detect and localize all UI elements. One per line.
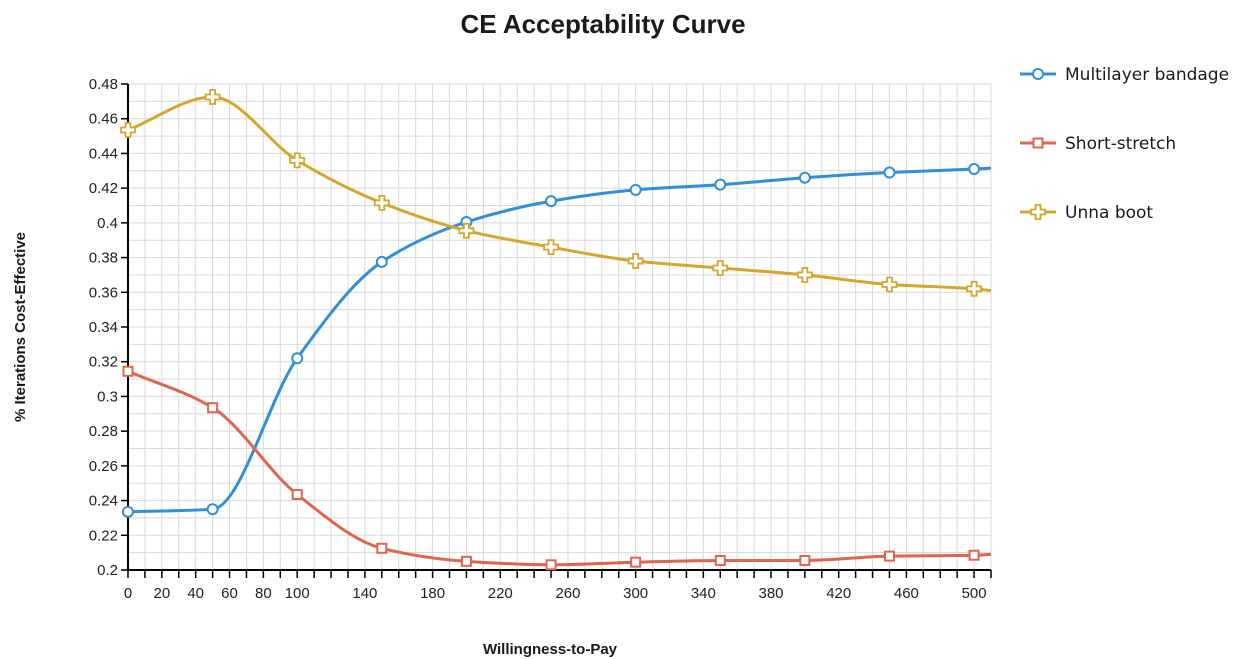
- data-point-multilayer-bandage: [122, 505, 134, 518]
- x-tick-label: 0: [124, 585, 132, 602]
- y-tick-label: 0.34: [89, 319, 118, 336]
- data-point-unna-boot: [373, 194, 390, 211]
- legend: Multilayer bandage Short-stretch Unna boot: [1020, 65, 1229, 223]
- data-point-short-stretch: [799, 554, 811, 566]
- data-point-unna-boot: [796, 267, 813, 283]
- y-tick-label: 0.3: [97, 388, 118, 405]
- data-point-short-stretch: [714, 554, 726, 566]
- x-tick-label: 80: [255, 585, 272, 602]
- y-tick-label: 0.38: [89, 250, 118, 267]
- data-point-unna-boot: [712, 260, 729, 276]
- legend-item-unna-boot: Unna boot: [1020, 203, 1153, 223]
- legend-marker-unna-boot: [1030, 204, 1046, 220]
- series-layer: [120, 89, 992, 571]
- data-point-short-stretch: [968, 549, 980, 561]
- y-tick-label: 0.32: [89, 354, 118, 371]
- y-tick-label: 0.22: [89, 527, 118, 544]
- y-tick-label: 0.42: [89, 180, 118, 197]
- y-axis-title: % Iterations Cost-Effective: [12, 232, 29, 422]
- x-tick-label: 420: [826, 585, 851, 602]
- grid: [127, 83, 992, 571]
- data-point-unna-boot: [120, 122, 136, 138]
- x-tick-label: 500: [962, 585, 987, 602]
- series-multilayer-bandage: [122, 163, 992, 518]
- data-point-unna-boot: [289, 152, 306, 169]
- y-tick-label: 0.24: [89, 493, 118, 510]
- data-point-multilayer-bandage: [545, 195, 558, 208]
- data-point-unna-boot: [966, 280, 982, 297]
- data-point-short-stretch: [630, 556, 642, 568]
- x-tick-label: 100: [285, 585, 310, 602]
- data-point-unna-boot: [458, 222, 475, 239]
- data-point-short-stretch: [545, 559, 557, 571]
- data-point-multilayer-bandage: [798, 171, 811, 184]
- data-point-multilayer-bandage: [968, 163, 981, 176]
- x-tick-label: 220: [488, 585, 513, 602]
- x-tick-label: 180: [420, 585, 445, 602]
- x-tick-label: 60: [221, 585, 238, 602]
- y-tick-label: 0.46: [89, 111, 118, 128]
- data-point-multilayer-bandage: [714, 178, 727, 191]
- legend-label-short-stretch: Short-stretch: [1065, 134, 1176, 154]
- data-point-short-stretch: [883, 550, 895, 562]
- data-point-short-stretch: [460, 555, 472, 567]
- legend-item-short-stretch: Short-stretch: [1020, 134, 1176, 154]
- data-point-unna-boot: [204, 89, 221, 105]
- x-tick-label: 40: [187, 585, 204, 602]
- legend-label-multilayer-bandage: Multilayer bandage: [1065, 65, 1229, 85]
- y-tick-label: 0.2: [97, 562, 118, 579]
- x-axis-title: Willingness-to-Pay: [483, 641, 618, 658]
- data-point-short-stretch: [122, 365, 134, 377]
- data-point-unna-boot: [543, 239, 559, 256]
- y-tick-label: 0.44: [89, 145, 118, 162]
- data-point-short-stretch: [207, 402, 219, 414]
- series-short-stretch: [122, 365, 992, 571]
- data-point-short-stretch: [376, 542, 388, 554]
- x-tick-label: 140: [352, 585, 377, 602]
- legend-marker-multilayer-bandage: [1032, 68, 1044, 80]
- x-tick-label: 20: [153, 585, 170, 602]
- series-unna-boot: [120, 89, 992, 297]
- legend-label-unna-boot: Unna boot: [1065, 203, 1153, 223]
- x-tick-label: 460: [894, 585, 919, 602]
- data-point-multilayer-bandage: [629, 183, 642, 196]
- y-tick-label: 0.26: [89, 458, 118, 475]
- y-tick-label: 0.4: [97, 215, 118, 232]
- series-line-multilayer-bandage: [127, 166, 992, 514]
- data-point-unna-boot: [627, 253, 644, 269]
- x-tick-label: 380: [759, 585, 784, 602]
- data-point-multilayer-bandage: [291, 352, 304, 365]
- x-tick-label: 340: [691, 585, 716, 602]
- data-point-short-stretch: [291, 488, 303, 500]
- x-tick-label: 260: [555, 585, 580, 602]
- axes: 0.2 0.22 0.24 0.26 0.28 0.3 0.32 0.34 0.36 0.38 0.…: [89, 76, 992, 602]
- legend-marker-short-stretch: [1032, 137, 1044, 149]
- y-tick-label: 0.48: [89, 76, 118, 93]
- y-tick-label: 0.28: [89, 423, 118, 440]
- data-point-multilayer-bandage: [206, 503, 219, 516]
- chart-title: CE Acceptability Curve: [460, 9, 745, 39]
- series-line-unna-boot: [127, 95, 992, 293]
- data-point-multilayer-bandage: [883, 166, 896, 179]
- legend-item-multilayer-bandage: Multilayer bandage: [1020, 65, 1229, 85]
- data-point-unna-boot: [881, 276, 898, 293]
- y-tick-label: 0.36: [89, 284, 118, 301]
- x-tick-label: 300: [623, 585, 648, 602]
- data-point-multilayer-bandage: [375, 255, 388, 268]
